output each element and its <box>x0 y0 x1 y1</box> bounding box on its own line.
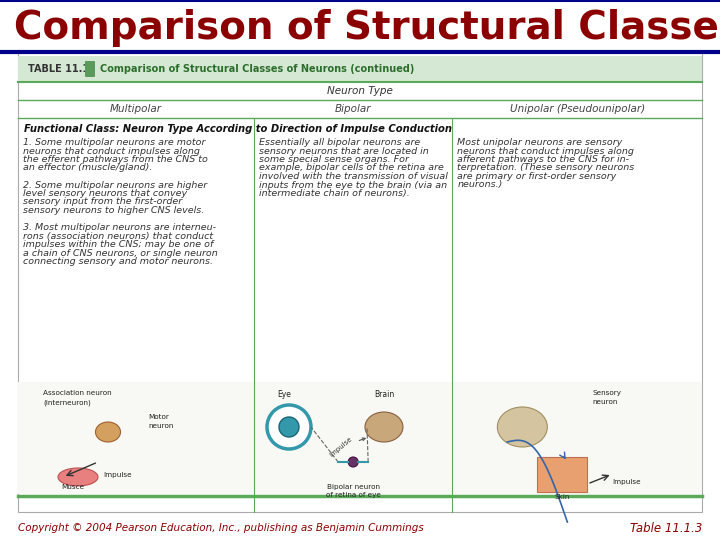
Text: Skin: Skin <box>554 494 570 500</box>
Ellipse shape <box>58 468 98 486</box>
Text: neuron: neuron <box>593 399 618 405</box>
Text: of retina of eye: of retina of eye <box>325 492 381 498</box>
Text: are primary or first-order sensory: are primary or first-order sensory <box>457 172 616 181</box>
Text: connecting sensory and motor neurons.: connecting sensory and motor neurons. <box>23 257 213 266</box>
Text: an effector (muscle/gland).: an effector (muscle/gland). <box>23 164 153 172</box>
Text: Copyright © 2004 Pearson Education, Inc., publishing as Benjamin Cummings: Copyright © 2004 Pearson Education, Inc.… <box>18 523 424 533</box>
Ellipse shape <box>96 422 120 442</box>
Text: Motor: Motor <box>148 414 169 420</box>
Text: 1. Some multipolar neurons are motor: 1. Some multipolar neurons are motor <box>23 138 205 147</box>
Text: Association neuron: Association neuron <box>43 390 112 396</box>
Bar <box>537 457 588 492</box>
Text: Impulse: Impulse <box>612 479 641 485</box>
Text: (interneuron): (interneuron) <box>43 399 91 406</box>
Text: Musce: Musce <box>61 484 84 490</box>
Text: Table 11.1.3: Table 11.1.3 <box>629 522 702 535</box>
Text: Neuron Type: Neuron Type <box>327 86 393 96</box>
Text: Eye: Eye <box>277 390 291 399</box>
Text: Most unipolar neurons are sensory: Most unipolar neurons are sensory <box>457 138 623 147</box>
Text: Comparison of Structural Classes of Neurons (continued): Comparison of Structural Classes of Neur… <box>100 64 415 74</box>
Text: level sensory neurons that convey: level sensory neurons that convey <box>23 189 187 198</box>
Text: Essentially all bipolar neurons are: Essentially all bipolar neurons are <box>259 138 420 147</box>
Ellipse shape <box>498 407 547 447</box>
Text: impulses within the CNS; may be one of: impulses within the CNS; may be one of <box>23 240 213 249</box>
Circle shape <box>279 417 299 437</box>
Text: neurons that conduct impulses along: neurons that conduct impulses along <box>23 146 200 156</box>
Text: terpretation. (These sensory neurons: terpretation. (These sensory neurons <box>457 164 634 172</box>
Text: Functional Class: Neuron Type According to Direction of Impulse Conduction: Functional Class: Neuron Type According … <box>24 124 452 134</box>
Circle shape <box>348 457 358 467</box>
Text: Comparison of Structural Classes of Neurons: Comparison of Structural Classes of Neur… <box>14 9 720 47</box>
Text: TABLE 11.1: TABLE 11.1 <box>28 64 89 74</box>
Text: intermediate chain of neurons).: intermediate chain of neurons). <box>259 189 410 198</box>
Text: Bipolar: Bipolar <box>335 104 372 114</box>
Text: Sensory: Sensory <box>593 390 621 396</box>
Bar <box>18 382 702 494</box>
Text: afferent pathways to the CNS for in-: afferent pathways to the CNS for in- <box>457 155 629 164</box>
Text: 2. Some multipolar neurons are higher: 2. Some multipolar neurons are higher <box>23 180 207 190</box>
Text: Bipolar neuron: Bipolar neuron <box>327 484 379 490</box>
Text: sensory neurons that are located in: sensory neurons that are located in <box>259 146 428 156</box>
Text: involved with the transmission of visual: involved with the transmission of visual <box>259 172 448 181</box>
Text: a chain of CNS neurons, or single neuron: a chain of CNS neurons, or single neuron <box>23 248 217 258</box>
Text: rons (association neurons) that conduct: rons (association neurons) that conduct <box>23 232 213 240</box>
Text: neuron: neuron <box>148 423 174 429</box>
Text: example, bipolar cells of the retina are: example, bipolar cells of the retina are <box>259 164 444 172</box>
Text: Brain: Brain <box>374 390 394 399</box>
Text: neurons.): neurons.) <box>457 180 503 190</box>
Text: sensory input from the first-order: sensory input from the first-order <box>23 198 182 206</box>
Text: Impulse: Impulse <box>104 472 132 478</box>
Text: Impulse: Impulse <box>329 436 365 458</box>
Text: Multipolar: Multipolar <box>110 104 162 114</box>
Text: 3. Most multipolar neurons are interneu-: 3. Most multipolar neurons are interneu- <box>23 223 216 232</box>
Text: Unipolar (Pseudounipolar): Unipolar (Pseudounipolar) <box>510 104 644 114</box>
Text: some special sense organs. For: some special sense organs. For <box>259 155 409 164</box>
Text: inputs from the eye to the brain (via an: inputs from the eye to the brain (via an <box>259 180 447 190</box>
Text: the efferent pathways from the CNS to: the efferent pathways from the CNS to <box>23 155 208 164</box>
Circle shape <box>267 405 311 449</box>
Bar <box>18 52 702 512</box>
Text: neurons that conduct impulses along: neurons that conduct impulses along <box>457 146 634 156</box>
Bar <box>18 56 702 82</box>
Ellipse shape <box>365 412 403 442</box>
Text: sensory neurons to higher CNS levels.: sensory neurons to higher CNS levels. <box>23 206 204 215</box>
FancyBboxPatch shape <box>85 61 95 77</box>
